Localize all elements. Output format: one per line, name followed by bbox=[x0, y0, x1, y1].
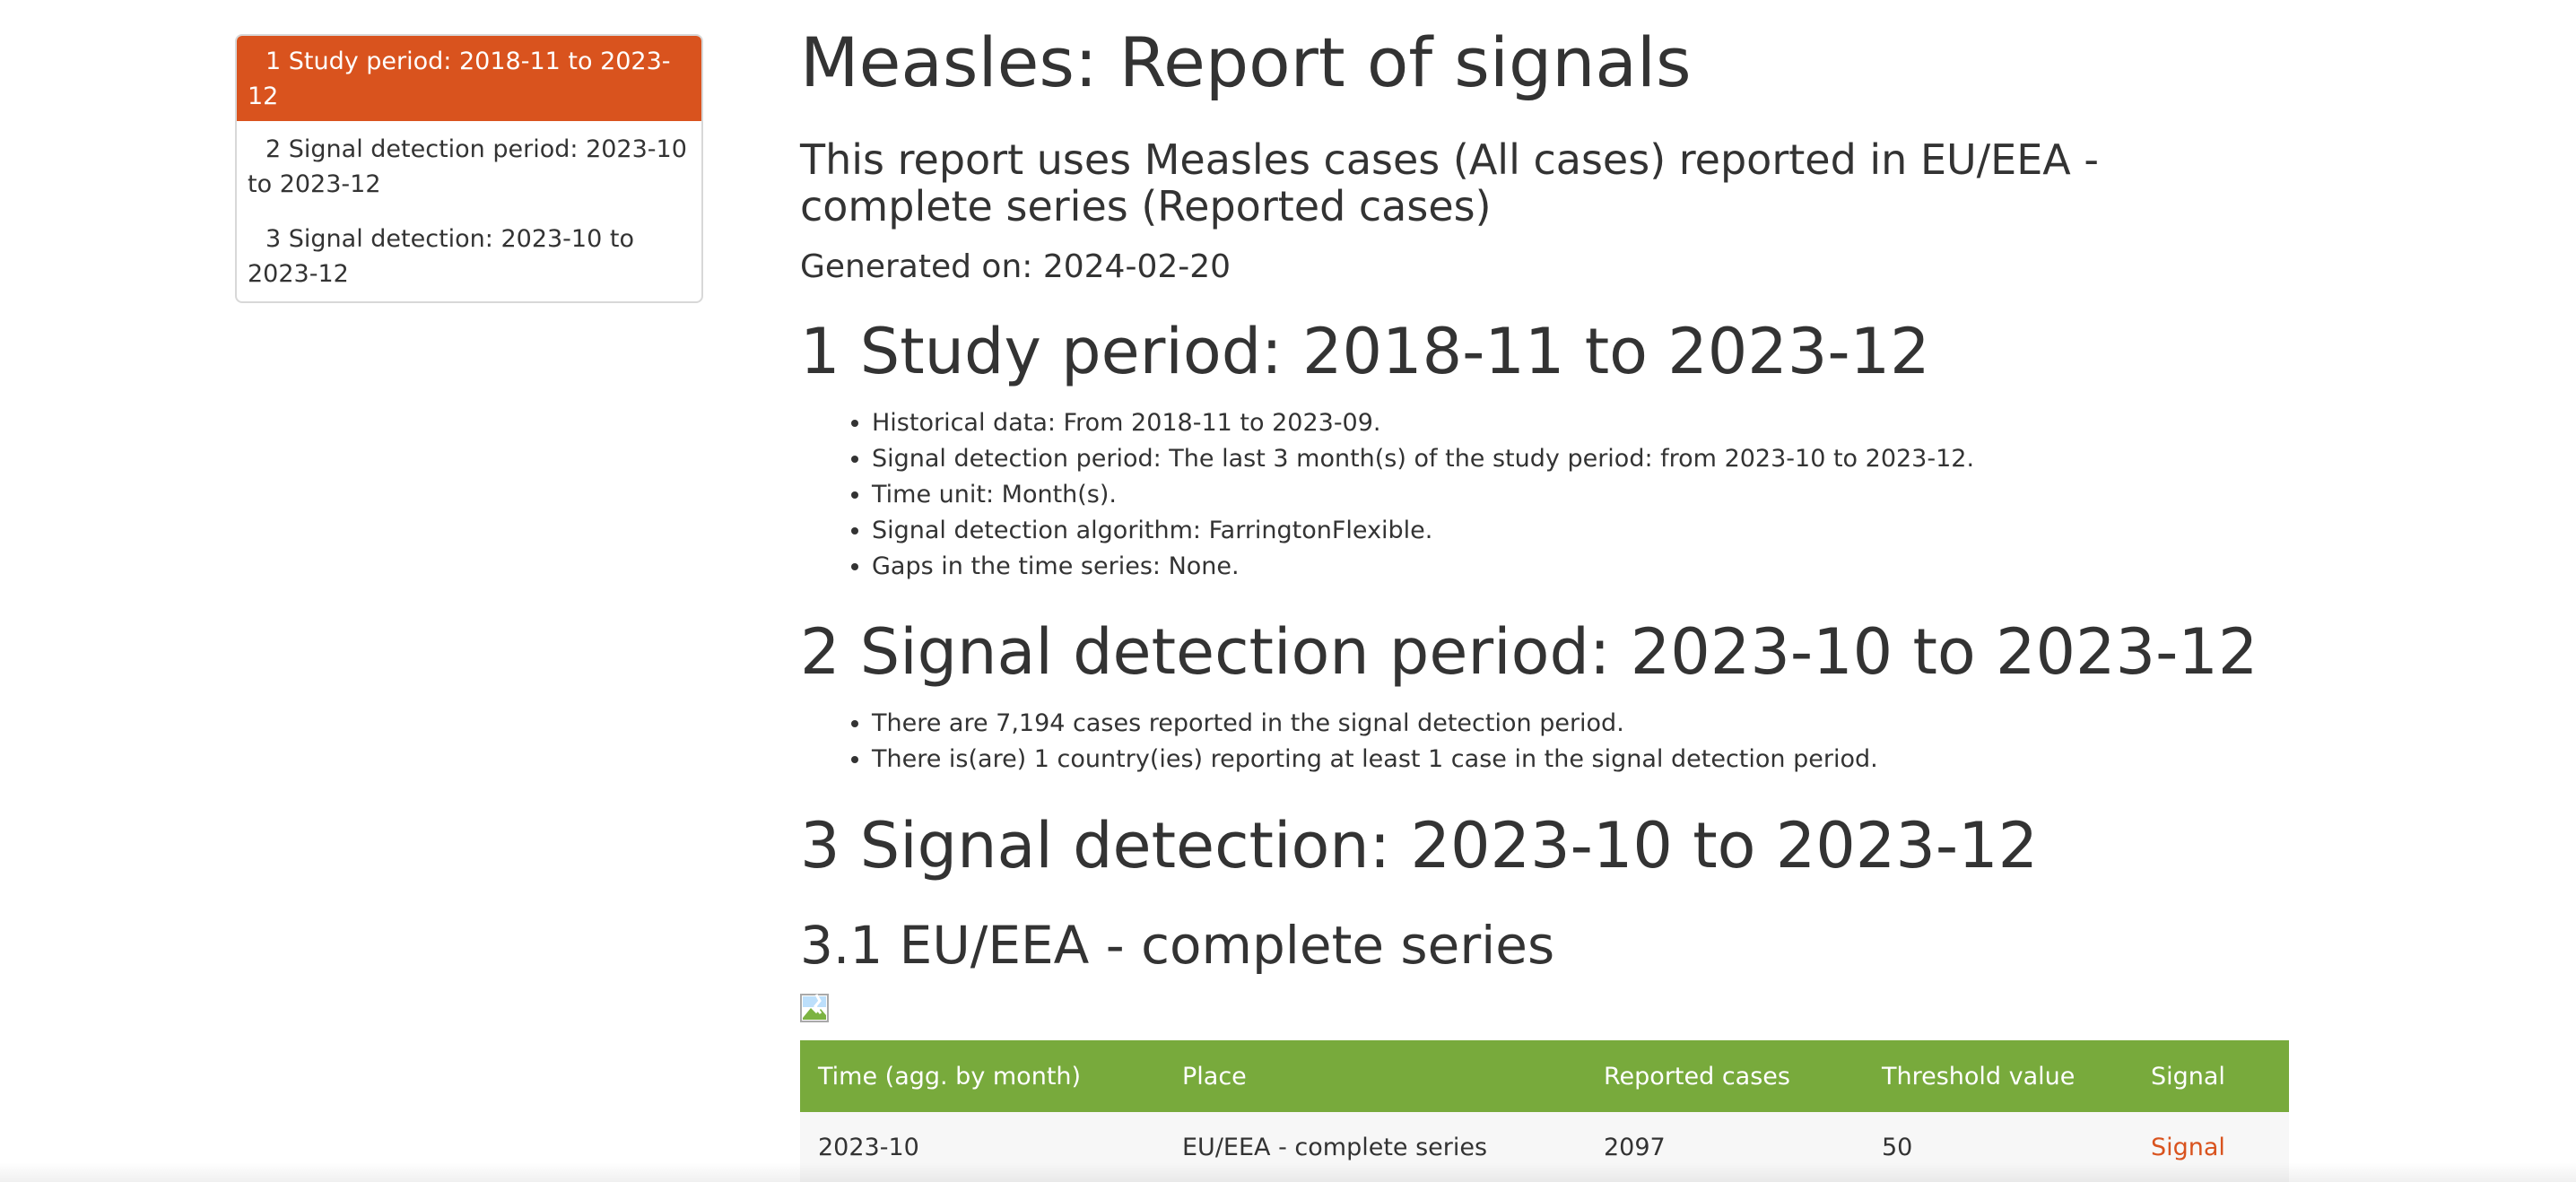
page-title: Measles: Report of signals bbox=[800, 22, 1692, 102]
list-item: Time unit: Month(s). bbox=[872, 477, 1974, 513]
broken-image-icon bbox=[800, 994, 829, 1022]
generated-date: Generated on: 2024-02-20 bbox=[800, 248, 1231, 285]
section-heading-signal-detection: 3 Signal detection: 2023-10 to 2023-12 bbox=[800, 809, 2039, 882]
column-header-place[interactable]: Place bbox=[1164, 1040, 1586, 1112]
toc-item-signal-detection-period[interactable]: 2 Signal detection period: 2023-10 to 20… bbox=[248, 135, 687, 198]
section-heading-signal-detection-period: 2 Signal detection period: 2023-10 to 20… bbox=[800, 615, 2258, 689]
subsection-heading-eu-eea: 3.1 EU/EEA - complete series bbox=[800, 915, 1555, 976]
table-header-row: Time (agg. by month) Place Reported case… bbox=[800, 1040, 2289, 1112]
toc-item-study-period[interactable]: 1 Study period: 2018-11 to 2023-12 bbox=[237, 36, 701, 121]
toc-item-signal-detection[interactable]: 3 Signal detection: 2023-10 to 2023-12 bbox=[248, 225, 634, 288]
report-subtitle: This report uses Measles cases (All case… bbox=[800, 135, 2099, 230]
table-of-contents: 1 Study period: 2018-11 to 2023-12 2 Sig… bbox=[235, 34, 703, 303]
column-header-threshold-value[interactable]: Threshold value bbox=[1864, 1040, 2133, 1112]
cell-threshold-value: 50 bbox=[1864, 1112, 2133, 1182]
list-item: Historical data: From 2018-11 to 2023-09… bbox=[872, 405, 1974, 441]
list-item: Signal detection algorithm: FarringtonFl… bbox=[872, 513, 1974, 549]
signal-detection-period-list: There are 7,194 cases reported in the si… bbox=[800, 706, 1878, 778]
column-header-time[interactable]: Time (agg. by month) bbox=[800, 1040, 1164, 1112]
study-period-list: Historical data: From 2018-11 to 2023-09… bbox=[800, 405, 1974, 585]
cell-reported-cases: 2097 bbox=[1586, 1112, 1864, 1182]
cell-time: 2023-10 bbox=[800, 1112, 1164, 1182]
list-item: Gaps in the time series: None. bbox=[872, 549, 1974, 585]
cell-signal: Signal bbox=[2133, 1112, 2289, 1182]
table-row: 2023-10 EU/EEA - complete series 2097 50… bbox=[800, 1112, 2289, 1182]
column-header-reported-cases[interactable]: Reported cases bbox=[1586, 1040, 1864, 1112]
list-item: Signal detection period: The last 3 mont… bbox=[872, 441, 1974, 477]
signals-table: Time (agg. by month) Place Reported case… bbox=[800, 1040, 2289, 1182]
column-header-signal[interactable]: Signal bbox=[2133, 1040, 2289, 1112]
list-item: There is(are) 1 country(ies) reporting a… bbox=[872, 742, 1878, 778]
cell-place: EU/EEA - complete series bbox=[1164, 1112, 1586, 1182]
section-heading-study-period: 1 Study period: 2018-11 to 2023-12 bbox=[800, 315, 1930, 388]
list-item: There are 7,194 cases reported in the si… bbox=[872, 706, 1878, 742]
